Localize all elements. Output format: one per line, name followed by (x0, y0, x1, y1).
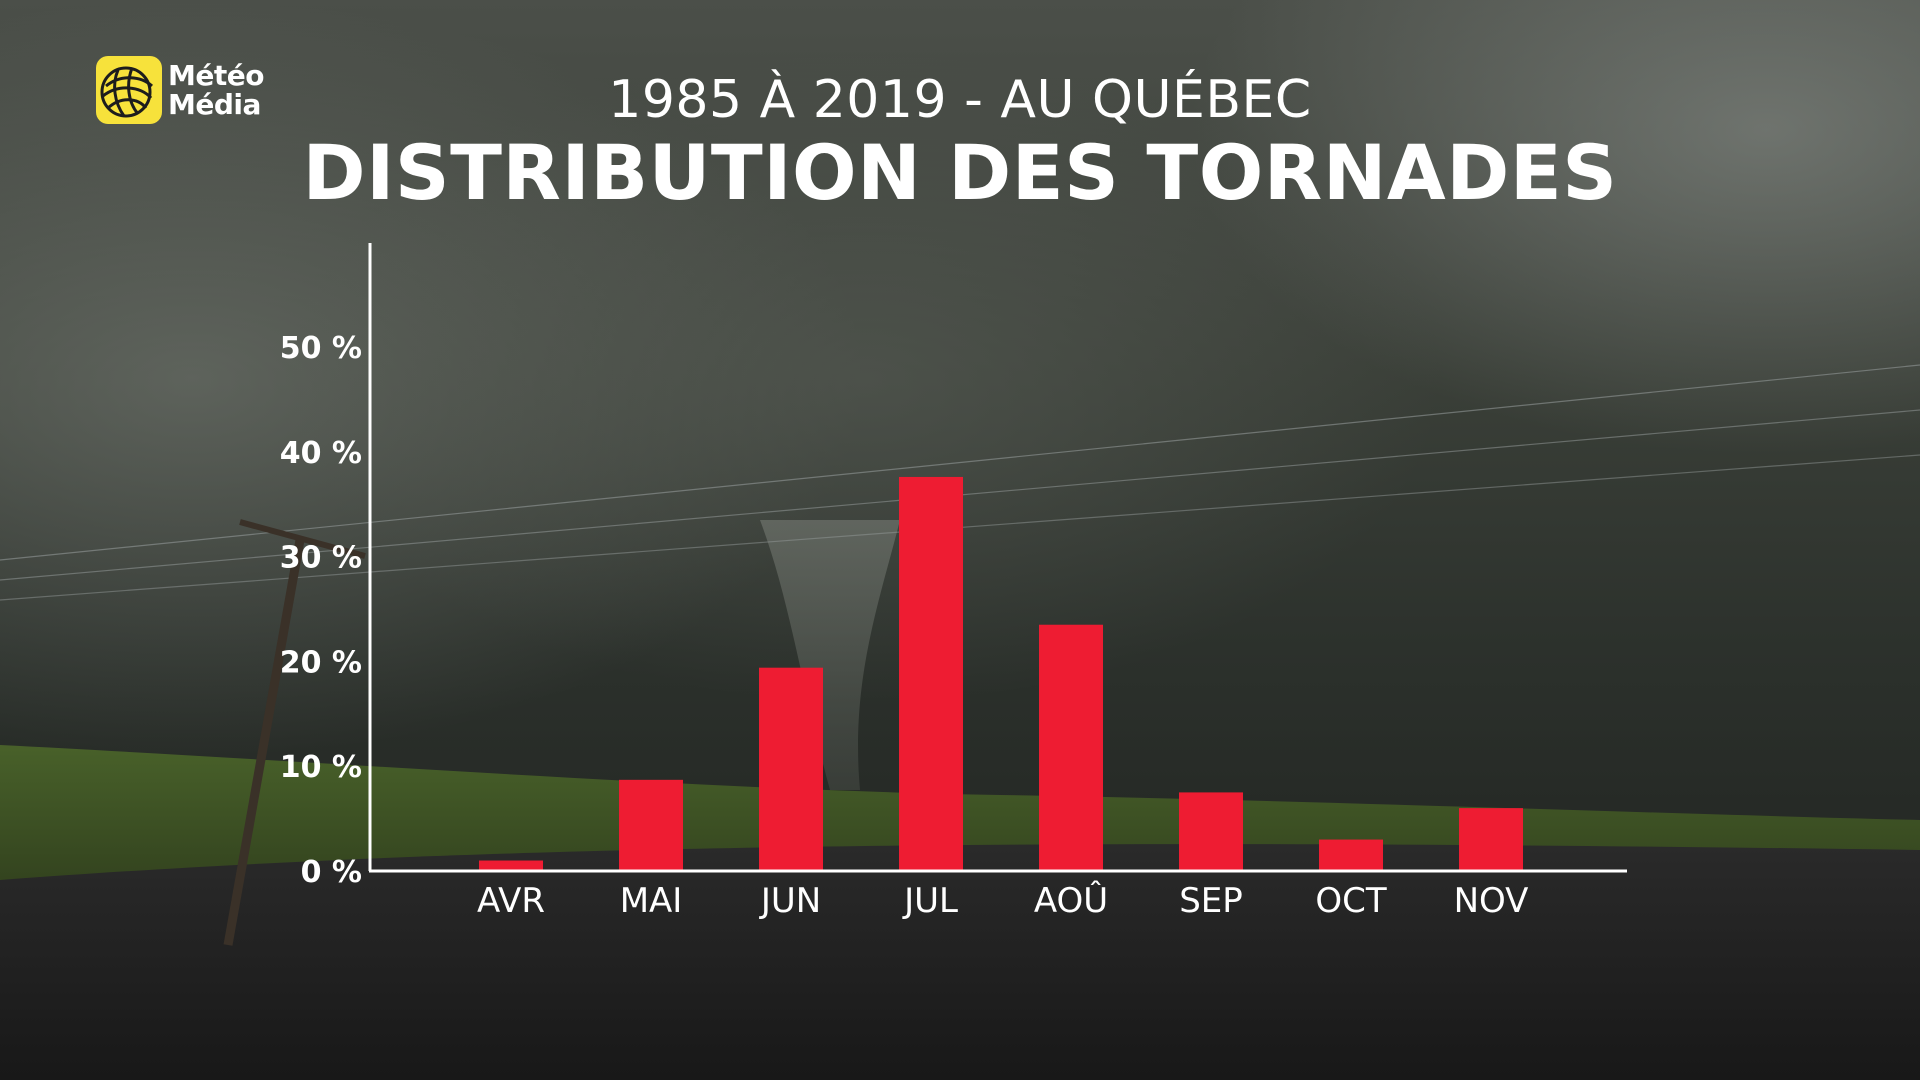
x-tick-label: OCT (1315, 881, 1387, 921)
y-tick-label: 50 % (280, 331, 362, 366)
bar-mai (619, 779, 683, 871)
chart-title: DISTRIBUTION DES TORNADES (302, 128, 1618, 217)
bar-oct (1319, 839, 1383, 871)
bar-jun (759, 667, 823, 871)
x-axis-ticks: AVR MAI JUN JUL AOÛ SEP OCT NOV (477, 880, 1528, 921)
bar-nov (1459, 808, 1523, 871)
bar-sep (1179, 792, 1243, 871)
x-tick-label: JUL (902, 881, 958, 921)
y-tick-label: 20 % (280, 645, 362, 680)
logo-wordmark: Météo Média (168, 61, 264, 119)
x-tick-label: AVR (477, 881, 545, 921)
x-tick-label: JUN (759, 881, 821, 921)
y-tick-label: 30 % (280, 541, 362, 576)
y-axis-ticks: 0 % 10 % 20 % 30 % 40 % 50 % (280, 331, 362, 890)
bars-group (479, 476, 1523, 871)
y-tick-label: 10 % (280, 750, 362, 785)
meteomedia-logo: Météo Média (96, 56, 264, 124)
y-tick-label: 0 % (301, 855, 362, 890)
chart-subtitle: 1985 À 2019 - AU QUÉBEC (608, 70, 1312, 130)
bar-avr (479, 860, 543, 871)
y-tick-label: 40 % (280, 436, 362, 471)
bar-aoû (1039, 624, 1103, 871)
logo-line-1: Météo (168, 59, 264, 92)
x-tick-label: NOV (1454, 881, 1529, 921)
bar-jul (899, 476, 963, 871)
x-tick-label: MAI (620, 881, 683, 921)
logo-line-2: Média (168, 88, 261, 121)
x-tick-label: AOÛ (1034, 880, 1108, 921)
globe-icon (96, 56, 162, 124)
x-tick-label: SEP (1179, 881, 1243, 921)
